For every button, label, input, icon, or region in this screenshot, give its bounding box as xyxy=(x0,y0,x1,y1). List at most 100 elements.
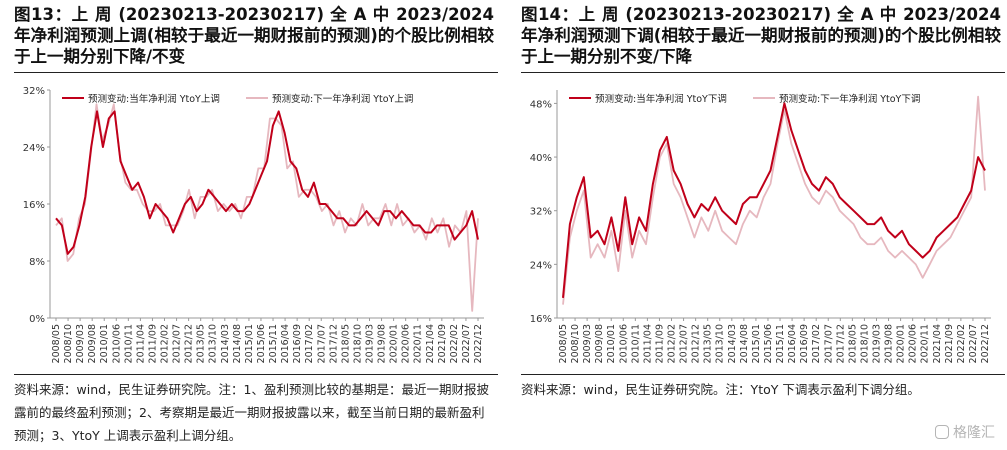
x-tick-label: 2017/02 xyxy=(304,324,315,363)
x-tick-label: 2017/07 xyxy=(823,324,834,363)
right-panel: 图14：上 周 (20230213-20230217) 全 A 中 2023/2… xyxy=(521,0,1007,450)
legend-label: 预测变动:当年净利润 YtoY上调 xyxy=(88,93,220,105)
x-tick-label: 2018/10 xyxy=(352,324,363,363)
right-note-rule xyxy=(521,374,1005,375)
x-tick-label: 2017/12 xyxy=(835,324,846,363)
x-tick-label: 2010/01 xyxy=(99,324,110,363)
right-title-rule xyxy=(521,72,1005,73)
y-tick-label: 48% xyxy=(530,99,552,110)
x-tick-label: 2017/02 xyxy=(811,324,822,363)
x-tick-label: 2009/03 xyxy=(582,324,593,363)
x-tick-label: 2009/08 xyxy=(594,324,605,363)
y-tick-label: 32% xyxy=(23,86,45,97)
x-tick-label: 2012/07 xyxy=(679,324,690,363)
watermark: 格隆汇 xyxy=(935,422,995,442)
x-tick-label: 2012/12 xyxy=(184,324,195,363)
x-tick-label: 2015/11 xyxy=(775,324,786,363)
x-tick-label: 2008/05 xyxy=(51,324,62,363)
x-tick-label: 2014/03 xyxy=(220,324,231,363)
x-tick-label: 2021/09 xyxy=(944,324,955,363)
x-tick-label: 2018/05 xyxy=(847,324,858,363)
x-tick-label: 2022/02 xyxy=(956,324,967,363)
y-tick-label: 32% xyxy=(530,207,552,218)
x-tick-label: 2015/11 xyxy=(268,324,279,363)
left-figure-title: 图13：上 周 (20230213-20230217) 全 A 中 2023/2… xyxy=(14,5,494,66)
series-line-next-year xyxy=(562,95,986,305)
left-panel: 图13：上 周 (20230213-20230217) 全 A 中 2023/2… xyxy=(14,0,502,450)
x-tick-label: 2022/12 xyxy=(980,324,991,363)
x-tick-label: 2010/11 xyxy=(630,324,641,363)
x-tick-label: 2008/10 xyxy=(570,324,581,363)
left-note-rule xyxy=(14,374,498,375)
x-tick-label: 2010/06 xyxy=(618,324,629,363)
y-tick-label: 16% xyxy=(23,200,45,211)
x-tick-label: 2020/06 xyxy=(908,324,919,363)
x-tick-label: 2013/05 xyxy=(703,324,714,363)
left-title-rule xyxy=(14,72,498,73)
y-tick-label: 8% xyxy=(29,257,45,268)
x-tick-label: 2016/04 xyxy=(280,324,291,363)
left-line-chart: 0% 8% 16% 24% 32% 2008/05 2008/10 2009/03 2009/0… xyxy=(23,86,484,363)
legend-label: 预测变动:当年净利润 YtoY下调 xyxy=(595,93,727,105)
y-tick-label: 24% xyxy=(23,143,45,154)
x-tick-label: 2008/05 xyxy=(558,324,569,363)
x-tick-label: 2015/06 xyxy=(763,324,774,363)
x-tick-label: 2015/01 xyxy=(751,324,762,363)
x-tick-label: 2008/10 xyxy=(63,324,74,363)
x-tick-label: 2018/05 xyxy=(340,324,351,363)
x-tick-label: 2019/08 xyxy=(377,324,388,363)
x-tick-label: 2020/11 xyxy=(920,324,931,363)
x-tick-label: 2020/01 xyxy=(896,324,907,363)
series-line-current-year xyxy=(55,110,479,255)
x-tick-label: 2020/06 xyxy=(401,324,412,363)
x-tick-label: 2018/10 xyxy=(859,324,870,363)
x-tick-label: 2022/12 xyxy=(473,324,484,363)
series-line-next-year xyxy=(55,103,479,312)
x-tick-label: 2016/09 xyxy=(799,324,810,363)
x-tick-label: 2012/12 xyxy=(691,324,702,363)
right-figure-title: 图14：上 周 (20230213-20230217) 全 A 中 2023/2… xyxy=(521,5,1001,66)
x-tick-label: 2016/04 xyxy=(787,324,798,363)
x-tick-label: 2009/03 xyxy=(75,324,86,363)
x-tick-label: 2014/03 xyxy=(727,324,738,363)
x-tick-label: 2019/03 xyxy=(364,324,375,363)
x-tick-label: 2012/02 xyxy=(667,324,678,363)
x-tick-label: 2013/10 xyxy=(208,324,219,363)
legend-label: 预测变动:下一年净利润 YtoY下调 xyxy=(779,93,920,105)
x-tick-label: 2013/05 xyxy=(196,324,207,363)
x-tick-label: 2022/07 xyxy=(968,324,979,363)
right-source-note: 资料来源：wind，民生证券研究院。注：YtoY 下调表示盈利下调分组。 xyxy=(521,382,920,397)
series-line-current-year xyxy=(562,102,986,298)
x-tick-label: 2020/11 xyxy=(413,324,424,363)
x-tick-label: 2010/06 xyxy=(111,324,122,363)
legend-label: 预测变动:下一年净利润 YtoY上调 xyxy=(272,93,413,105)
x-tick-label: 2015/01 xyxy=(244,324,255,363)
x-tick-label: 2014/08 xyxy=(739,324,750,363)
x-tick-label: 2022/07 xyxy=(461,324,472,363)
x-tick-label: 2011/04 xyxy=(642,324,653,363)
x-tick-label: 2017/12 xyxy=(328,324,339,363)
x-tick-label: 2012/07 xyxy=(172,324,183,363)
x-tick-label: 2015/06 xyxy=(256,324,267,363)
right-line-chart: 16% 24% 32% 40% 48% 2008/05 2008/10 2009/03 2009… xyxy=(530,90,991,363)
x-tick-label: 2010/01 xyxy=(606,324,617,363)
x-tick-label: 2019/08 xyxy=(884,324,895,363)
x-tick-label: 2017/07 xyxy=(316,324,327,363)
x-tick-label: 2009/08 xyxy=(87,324,98,363)
x-tick-label: 2020/01 xyxy=(389,324,400,363)
x-tick-label: 2021/04 xyxy=(932,324,943,363)
x-tick-label: 2010/11 xyxy=(123,324,134,363)
y-tick-label: 16% xyxy=(530,314,552,325)
watermark-icon xyxy=(935,425,949,439)
x-tick-label: 2021/04 xyxy=(425,324,436,363)
left-source-note: 资料来源：wind，民生证券研究院。注：1、盈利预测比较的基期是：最近一期财报披… xyxy=(14,382,490,443)
x-tick-label: 2013/10 xyxy=(715,324,726,363)
y-tick-label: 0% xyxy=(29,314,45,325)
y-tick-label: 24% xyxy=(530,260,552,271)
x-tick-label: 2011/04 xyxy=(135,324,146,363)
x-tick-label: 2014/08 xyxy=(232,324,243,363)
x-tick-label: 2022/02 xyxy=(449,324,460,363)
x-tick-label: 2016/09 xyxy=(292,324,303,363)
x-tick-label: 2011/09 xyxy=(147,324,158,363)
x-tick-label: 2019/03 xyxy=(871,324,882,363)
